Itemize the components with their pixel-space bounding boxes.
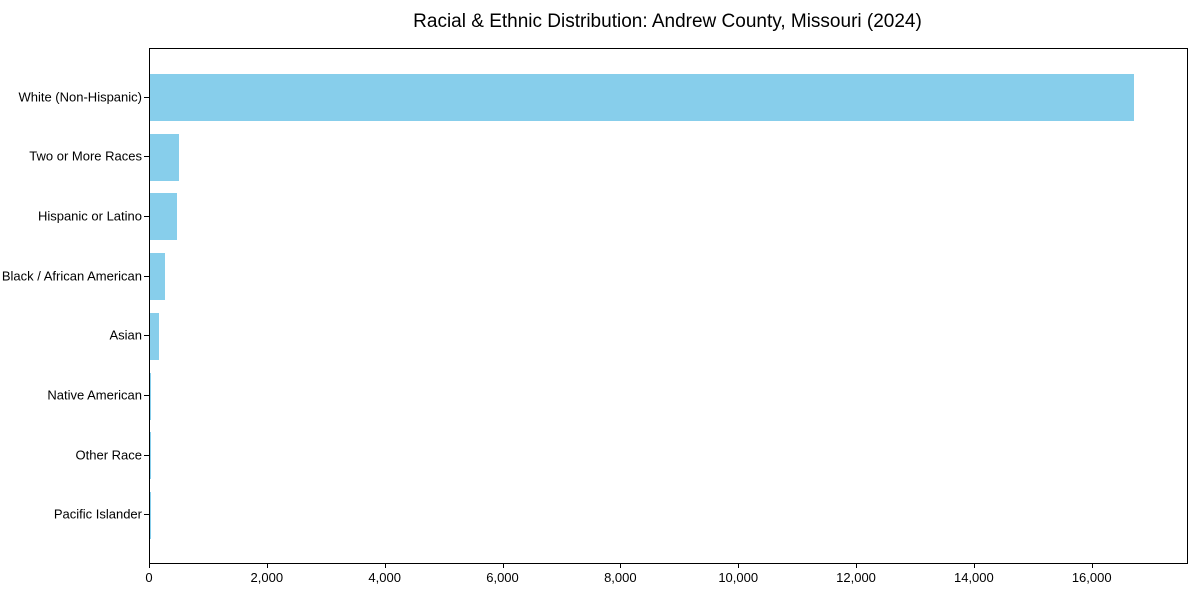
y-axis-label-white-non-hispanic: White (Non-Hispanic) — [18, 89, 142, 104]
y-axis-label-pacific-islander: Pacific Islander — [53, 506, 142, 522]
bar-white-non-hispanic — [150, 74, 1134, 121]
x-tick-label-4000: 4,000 — [368, 570, 401, 585]
x-tick-label-16000: 16,000 — [1071, 570, 1112, 585]
y-tick-mark — [144, 335, 149, 337]
x-tick-label-10000: 10,000 — [718, 570, 759, 585]
chart-title: Racial & Ethnic Distribution: Andrew Cou… — [413, 11, 922, 32]
y-axis-label-two-or-more-races: Two or More Races — [29, 148, 142, 164]
x-tick-mark — [266, 563, 268, 568]
x-tick-label-0: 0 — [145, 570, 153, 585]
y-tick-mark — [144, 275, 149, 277]
y-tick-mark — [144, 156, 149, 158]
x-tick-label-2000: 2,000 — [250, 570, 284, 585]
x-tick-mark — [856, 563, 858, 568]
y-tick-mark — [144, 96, 149, 98]
x-tick-mark — [973, 563, 975, 568]
y-tick-mark — [144, 395, 149, 396]
y-axis-label-hispanic-or-latino: Hispanic or Latino — [37, 208, 142, 224]
x-tick-mark — [1091, 563, 1093, 568]
x-tick-mark — [149, 563, 150, 568]
y-axis-label-black-african-american: Black / African American — [1, 268, 142, 284]
bar-two-or-more-races — [150, 133, 179, 181]
y-tick-mark — [144, 215, 149, 217]
y-axis-label-asian: Asian — [109, 327, 142, 343]
y-tick-mark — [144, 454, 149, 456]
x-tick-label-6000: 6,000 — [486, 570, 519, 585]
y-axis-label-native-american: Native American — [47, 387, 142, 403]
x-tick-mark — [738, 563, 740, 568]
x-tick-mark — [502, 563, 504, 568]
plot-area — [149, 48, 1188, 564]
x-tick-label-8000: 8,000 — [604, 570, 637, 585]
x-tick-mark — [384, 563, 386, 568]
bar-black-african-american — [150, 253, 166, 301]
bar-hispanic-or-latino — [150, 193, 178, 241]
bar-asian — [150, 312, 159, 360]
y-axis-label-other-race: Other Race — [75, 447, 142, 463]
bar-native-american — [150, 372, 151, 420]
x-tick-mark — [620, 563, 622, 568]
x-tick-label-12000: 12,000 — [836, 570, 876, 585]
y-tick-mark — [144, 514, 149, 516]
x-tick-label-14000: 14,000 — [953, 570, 994, 585]
